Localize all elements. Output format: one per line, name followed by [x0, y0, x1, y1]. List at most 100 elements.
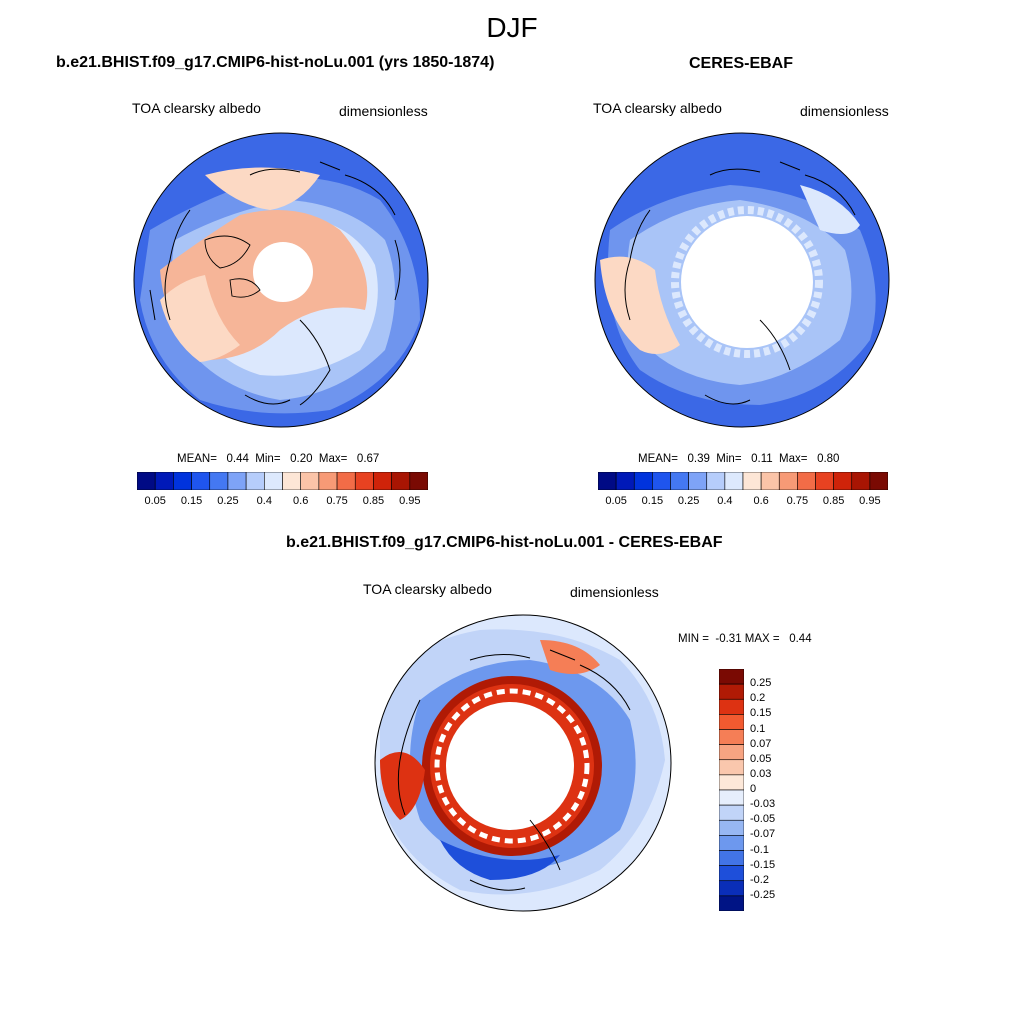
- colorbar-swatch: [719, 774, 744, 791]
- colorbar-swatch: [719, 669, 744, 685]
- colorbar-model-ticks: 0.05 0.15 0.25 0.4 0.6 0.75 0.85 0.95: [137, 495, 428, 509]
- map-difference: [375, 615, 671, 911]
- colorbar-swatch: [227, 472, 247, 490]
- colorbar-ceres: [598, 472, 888, 490]
- colorbar-swatch: [719, 789, 744, 806]
- colorbar-swatch: [391, 472, 411, 490]
- colorbar-tick-label: 0.75: [326, 495, 348, 507]
- colorbar-swatch: [615, 472, 635, 490]
- panel-1-units: dimensionless: [339, 103, 428, 119]
- colorbar-swatch: [264, 472, 283, 490]
- colorbar-tick-label: 0.85: [822, 495, 845, 507]
- colorbar-tick-label: 0.05: [144, 495, 166, 507]
- colorbar-level-label: 0.1: [750, 722, 766, 735]
- colorbar-tick-label: 0.15: [641, 495, 664, 507]
- colorbar-swatch: [719, 835, 744, 851]
- colorbar-tick-label: 0.05: [605, 495, 627, 507]
- colorbar-level-label: -0.03: [750, 798, 776, 811]
- colorbar-swatch: [719, 850, 744, 866]
- map-difference-border: [374, 614, 672, 912]
- colorbar-level-label: -0.05: [750, 813, 776, 826]
- colorbar-level-label: -0.07: [750, 828, 776, 841]
- colorbar-swatch: [409, 472, 428, 490]
- colorbar-tick-label: 0.4: [717, 495, 733, 507]
- colorbar-level-label: 0: [750, 783, 757, 795]
- colorbar-ceres-ticks: 0.05 0.15 0.25 0.4 0.6 0.75 0.85 0.95: [598, 495, 888, 509]
- colorbar-tick-label: 0.95: [859, 495, 881, 507]
- colorbar-swatch: [318, 472, 338, 490]
- colorbar-swatch: [724, 472, 744, 490]
- colorbar-level-label: -0.1: [750, 843, 769, 856]
- colorbar-level-label: 0.03: [750, 767, 772, 780]
- panel-2-title: CERES-EBAF: [689, 55, 794, 72]
- colorbar-swatch: [851, 472, 871, 490]
- colorbar-swatch: [719, 744, 744, 761]
- colorbar-swatch: [719, 729, 744, 745]
- panel-3-title: b.e21.BHIST.f09_g17.CMIP6-hist-noLu.001 …: [286, 534, 723, 551]
- colorbar-tick-label: 0.85: [362, 495, 385, 507]
- colorbar-swatch: [869, 472, 888, 490]
- panel-2-units: dimensionless: [800, 103, 889, 119]
- colorbar-model: [137, 472, 428, 490]
- map-ceres-border: [594, 132, 890, 428]
- panel-1-variable: TOA clearsky albedo: [132, 100, 261, 116]
- colorbar-swatch: [706, 472, 726, 490]
- colorbar-swatch: [719, 714, 744, 730]
- colorbar-level-label: 0.25: [750, 677, 772, 690]
- colorbar-level-label: 0.15: [750, 707, 772, 720]
- panel-1-stats: MEAN= 0.44 Min= 0.20 Max= 0.67: [177, 453, 380, 465]
- panel-2-variable: TOA clearsky albedo: [593, 100, 722, 116]
- map-model-border: [133, 132, 429, 428]
- colorbar-swatch: [282, 472, 301, 490]
- colorbar-swatch: [719, 759, 744, 776]
- colorbar-swatch: [652, 472, 671, 490]
- colorbar-level-label: 0.2: [750, 692, 766, 705]
- colorbar-swatch: [670, 472, 689, 490]
- figure-title: DJF: [486, 12, 538, 43]
- colorbar-swatch: [191, 472, 211, 490]
- colorbar-swatch: [373, 472, 392, 490]
- colorbar-swatch: [719, 865, 744, 882]
- map-model: [134, 133, 428, 427]
- panel-3-stats: MIN = -0.31 MAX = 0.44: [678, 633, 812, 645]
- colorbar-swatch: [154, 472, 174, 490]
- colorbar-swatch: [797, 472, 816, 490]
- colorbar-swatch: [300, 472, 320, 490]
- colorbar-swatch: [137, 472, 156, 490]
- panel-3-variable: TOA clearsky albedo: [363, 581, 492, 597]
- colorbar-tick-label: 0.4: [256, 495, 272, 507]
- colorbar-tick-label: 0.25: [677, 495, 700, 507]
- colorbar-level-label: 0.07: [750, 737, 772, 750]
- colorbar-tick-label: 0.25: [217, 495, 239, 507]
- colorbar-tick-label: 0.15: [180, 495, 203, 507]
- colorbar-swatch: [719, 895, 744, 911]
- colorbar-swatch: [354, 472, 374, 490]
- colorbar-swatch: [719, 804, 744, 821]
- colorbar-level-label: -0.15: [750, 858, 776, 871]
- colorbar-level-label: -0.25: [750, 888, 776, 901]
- colorbar-tick-label: 0.6: [753, 495, 769, 507]
- colorbar-level-label: -0.2: [750, 873, 769, 886]
- panel-3-units: dimensionless: [570, 584, 659, 600]
- colorbar-swatch: [760, 472, 780, 490]
- colorbar-swatch: [719, 819, 744, 836]
- colorbar-swatch: [336, 472, 356, 490]
- panel-1-title: b.e21.BHIST.f09_g17.CMIP6-hist-noLu.001 …: [56, 54, 495, 71]
- colorbar-swatch: [833, 472, 853, 490]
- colorbar-swatch: [719, 880, 744, 897]
- colorbar-swatch: [719, 683, 744, 700]
- colorbar-level-label: 0.05: [750, 752, 772, 765]
- colorbar-swatch: [598, 472, 617, 490]
- colorbar-difference: [719, 669, 744, 911]
- colorbar-swatch: [742, 472, 762, 490]
- map-ceres: [595, 133, 889, 427]
- colorbar-swatch: [633, 472, 653, 490]
- colorbar-difference-labels: 0.25 0.2 0.15 0.1 0.07 0.05 0.03 0 -0.03 -0.05 -0.…: [748, 669, 808, 911]
- colorbar-tick-label: 0.95: [399, 495, 421, 507]
- colorbar-swatch: [815, 472, 834, 490]
- colorbar-swatch: [778, 472, 798, 490]
- colorbar-tick-label: 0.75: [786, 495, 809, 507]
- colorbar-swatch: [209, 472, 229, 490]
- colorbar-tick-label: 0.6: [293, 495, 309, 507]
